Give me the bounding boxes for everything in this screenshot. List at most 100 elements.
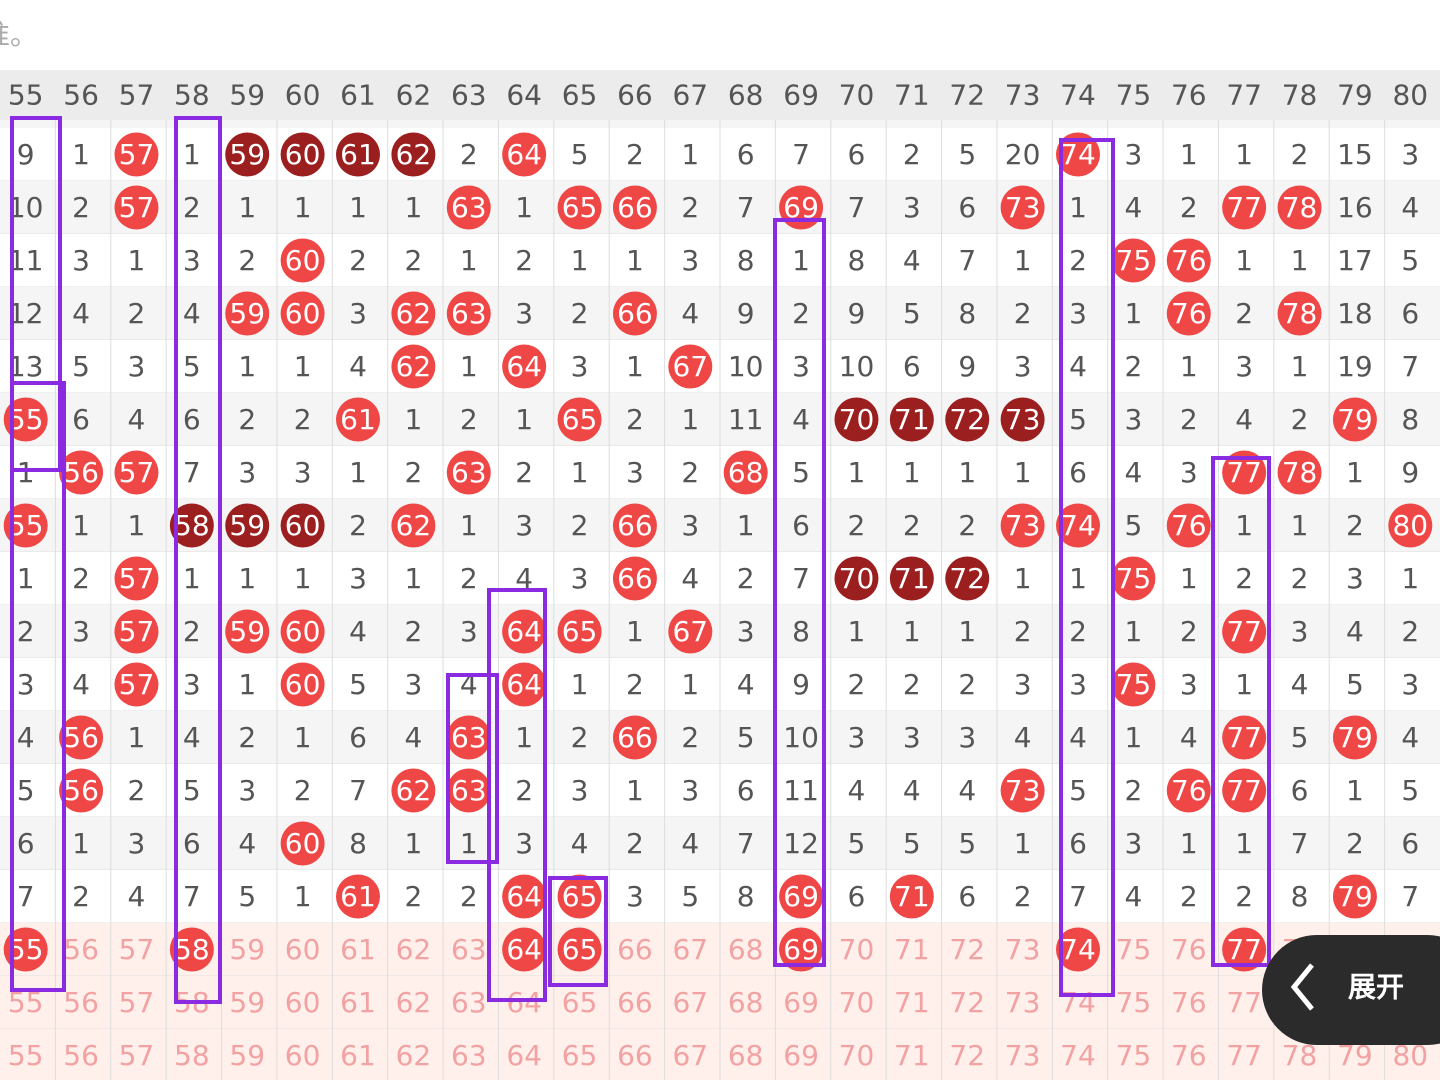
cell-value: 68 — [728, 933, 764, 966]
ball-number: 64 — [506, 350, 542, 383]
ball — [1388, 503, 1433, 548]
cell-value: 3 — [571, 350, 589, 383]
cell-value: 57 — [119, 933, 155, 966]
cell-value: 4 — [404, 721, 422, 754]
ball — [1166, 238, 1211, 283]
ball-number: 79 — [1337, 721, 1373, 754]
ball — [446, 450, 491, 495]
cell-value: 2 — [238, 721, 256, 754]
cell-value: 70 — [839, 986, 875, 1019]
cell-value: 16 — [1337, 191, 1373, 224]
cell-value: 4 — [1069, 721, 1087, 754]
cell-value: 59 — [229, 1039, 265, 1072]
cell-value: 4 — [128, 880, 146, 913]
ball — [336, 132, 380, 177]
cell-value: 71 — [894, 933, 930, 966]
cell-value: 1 — [404, 827, 422, 860]
cell-value: 3 — [737, 615, 755, 648]
cell-value: 1 — [128, 509, 146, 542]
cell-value: 1 — [72, 827, 90, 860]
ball-number: 69 — [783, 880, 819, 913]
cell-value: 7 — [792, 562, 810, 595]
ball — [114, 450, 159, 495]
cell-value: 4 — [515, 562, 533, 595]
cell-value: 2 — [72, 191, 90, 224]
ball — [612, 556, 657, 601]
cell-value: 68 — [728, 986, 764, 1019]
cell-value: 1 — [128, 244, 146, 277]
cell-value: 2 — [349, 509, 367, 542]
cell-value: 6 — [848, 880, 866, 913]
ball-number: 73 — [1005, 403, 1041, 436]
cell-value: 59 — [229, 933, 265, 966]
cell-value: 15 — [1337, 138, 1373, 171]
cell-value: 3 — [1124, 138, 1142, 171]
cell-value: 4 — [1124, 456, 1142, 489]
cell-value: 1 — [1014, 456, 1032, 489]
ball-number: 64 — [506, 933, 542, 966]
cell-value: 2 — [460, 880, 478, 913]
column-header: 79 — [1337, 79, 1373, 112]
cell-value: 2 — [1291, 562, 1309, 595]
cell-value: 6 — [1069, 456, 1087, 489]
column-header: 68 — [728, 79, 764, 112]
ball-number: 62 — [396, 509, 432, 542]
ball — [502, 662, 547, 707]
ball-number: 62 — [396, 297, 432, 330]
ball — [280, 662, 325, 707]
cell-value: 11 — [728, 403, 764, 436]
cell-value: 75 — [1116, 986, 1152, 1019]
cell-value: 2 — [626, 403, 644, 436]
cell-value: 1 — [72, 138, 90, 171]
ball-number: 74 — [1060, 933, 1096, 966]
cell-value: 3 — [72, 244, 90, 277]
cell-value: 6 — [1069, 827, 1087, 860]
cell-value: 5 — [1401, 244, 1419, 277]
cell-value: 2 — [515, 244, 533, 277]
cell-value: 75 — [1116, 1039, 1152, 1072]
cell-value: 5 — [903, 297, 921, 330]
ball — [446, 291, 491, 336]
cell-value: 2 — [1291, 403, 1309, 436]
cell-value: 2 — [1346, 827, 1364, 860]
cell-value: 7 — [183, 456, 201, 489]
ball-number: 57 — [119, 191, 155, 224]
ball — [114, 185, 159, 230]
highlight-box — [10, 468, 66, 992]
cell-value: 3 — [238, 456, 256, 489]
cell-value: 2 — [460, 138, 478, 171]
cell-value: 1 — [848, 615, 866, 648]
highlight-box — [487, 588, 547, 1002]
cell-value: 7 — [1401, 880, 1419, 913]
ball — [280, 503, 325, 548]
cell-value: 1 — [404, 562, 422, 595]
cell-value: 1 — [1124, 721, 1142, 754]
cell-value: 1 — [626, 244, 644, 277]
cell-value: 18 — [1337, 297, 1373, 330]
ball-number: 62 — [396, 350, 432, 383]
ball — [225, 291, 270, 336]
cell-value: 2 — [1346, 509, 1364, 542]
expand-button[interactable]: 展开 — [1262, 935, 1440, 1045]
cell-value: 6 — [1401, 827, 1419, 860]
cell-value: 6 — [183, 403, 201, 436]
cell-value: 1 — [1291, 509, 1309, 542]
cell-value: 10 — [728, 350, 764, 383]
cell-value: 1 — [515, 721, 533, 754]
cell-value: 77 — [1226, 1039, 1262, 1072]
cell-value: 3 — [349, 562, 367, 595]
ball — [502, 874, 547, 919]
cell-value: 5 — [958, 827, 976, 860]
ball — [3, 503, 48, 548]
ball — [1222, 768, 1267, 813]
cell-value: 66 — [617, 986, 653, 1019]
cell-value: 6 — [958, 191, 976, 224]
ball — [446, 715, 491, 760]
cell-value: 1 — [681, 403, 699, 436]
cell-value: 8 — [792, 615, 810, 648]
ball-number: 60 — [285, 138, 321, 171]
column-header: 64 — [506, 79, 542, 112]
cell-value: 63 — [451, 933, 487, 966]
ball — [169, 927, 214, 972]
cell-value: 1 — [460, 350, 478, 383]
